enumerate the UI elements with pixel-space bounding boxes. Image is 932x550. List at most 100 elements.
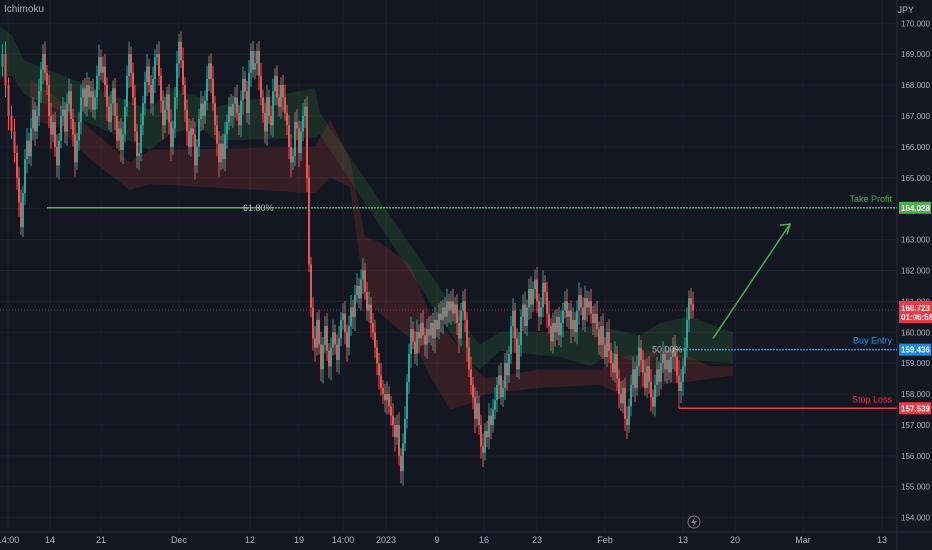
candle-body [494,400,496,410]
candle-body [410,329,412,354]
candle-body [160,75,162,101]
x-tick-label: 14:00 [332,535,355,545]
candle-body [684,347,686,367]
candle-body [42,54,44,70]
candle-body [386,394,388,401]
candle-body [228,106,230,123]
candle-body [252,51,254,70]
candle-body [90,91,92,98]
candle-body [338,338,340,361]
candle-body [336,344,338,361]
candle-body [22,193,24,228]
candle-body [106,85,108,107]
candle-body [36,115,38,132]
x-tick-label: 23 [532,535,542,545]
projection-arrowhead [779,223,792,235]
candle-body [236,97,238,113]
candle-body [192,128,194,135]
candle-body [424,335,426,345]
candle-body [312,307,314,339]
candle-body [562,310,564,323]
candle-body [302,115,304,132]
lightning-icon-ring [687,515,701,529]
candle-body [298,128,300,154]
candle-body [650,381,652,398]
x-tick-label: 14:00 [0,535,19,545]
price-tag-buy-entry [899,343,931,356]
time-axis[interactable]: 14:00 14 21 Dec 12 19 14:00 2023 9 16 23 Feb 13 20 Mar… [0,515,887,545]
y-tick-label: 169.000 [901,50,930,59]
candle-body [50,115,52,135]
candle-body [460,310,462,339]
candle-body [318,319,320,345]
candle-body [26,140,28,160]
candle-body [554,322,556,333]
candle-body [116,115,118,141]
x-tick-label: 13 [678,535,688,545]
candle-body [532,288,534,305]
y-tick-label: 156.000 [901,452,930,461]
candle-body [634,369,636,388]
candle-body [294,122,296,157]
candle-body [364,270,366,293]
candle-body [198,119,200,147]
candle-body [346,332,348,348]
candle-body [204,100,206,116]
candle-body [58,140,60,166]
candle-body [464,301,466,320]
y-tick-label: 157.000 [901,421,930,430]
candle-body [238,112,240,126]
candle-body [412,329,414,342]
candle-body [414,341,416,354]
candle-body [566,301,568,317]
candle-body [638,347,640,367]
candle-body [482,446,484,453]
candle-body [54,122,56,147]
candle-body [662,353,664,364]
candle-body [128,54,130,76]
candle-body [120,128,122,150]
price-tag-stop-loss [899,402,931,415]
candle-body [246,91,248,113]
lightning-icon-bolt [691,517,697,527]
candle-body [558,316,560,336]
candle-body [420,322,422,339]
candle-body [620,394,622,404]
x-tick-label: 14 [45,535,55,545]
candle-body [176,63,178,98]
candle-body [614,353,616,373]
lightning-icon[interactable] [687,515,701,529]
candle-body [574,319,576,333]
candle-body [166,94,168,110]
candle-body [636,366,638,388]
candle-body [682,366,684,382]
candle-body [300,131,302,154]
candle-body [28,140,30,157]
candle-body [472,384,474,398]
candle-body [350,307,352,327]
candle-body [442,307,444,320]
candle-body [30,128,32,157]
candle-body [378,363,380,376]
current-price-tag [899,300,932,323]
y-tick-label: 162.000 [901,266,930,275]
indicator-label[interactable]: Ichimoku [4,4,45,15]
buy-entry-label: Buy Entry [853,336,893,346]
candle-body [502,387,504,398]
candle-body [96,75,98,98]
candle-body [310,264,312,308]
candle-body [402,443,404,472]
candle-body [458,322,460,339]
candle-body [524,304,526,327]
candle-body [214,103,216,126]
x-tick-label: Mar [795,535,811,545]
cloud-bullish [0,26,733,370]
candle-body [122,134,124,150]
candle-body [86,85,88,107]
price-axis[interactable]: 154.000 155.000 156.000 157.000 158.000 159.0… [899,19,932,523]
candle-body [182,60,184,86]
candle-body [426,329,428,345]
